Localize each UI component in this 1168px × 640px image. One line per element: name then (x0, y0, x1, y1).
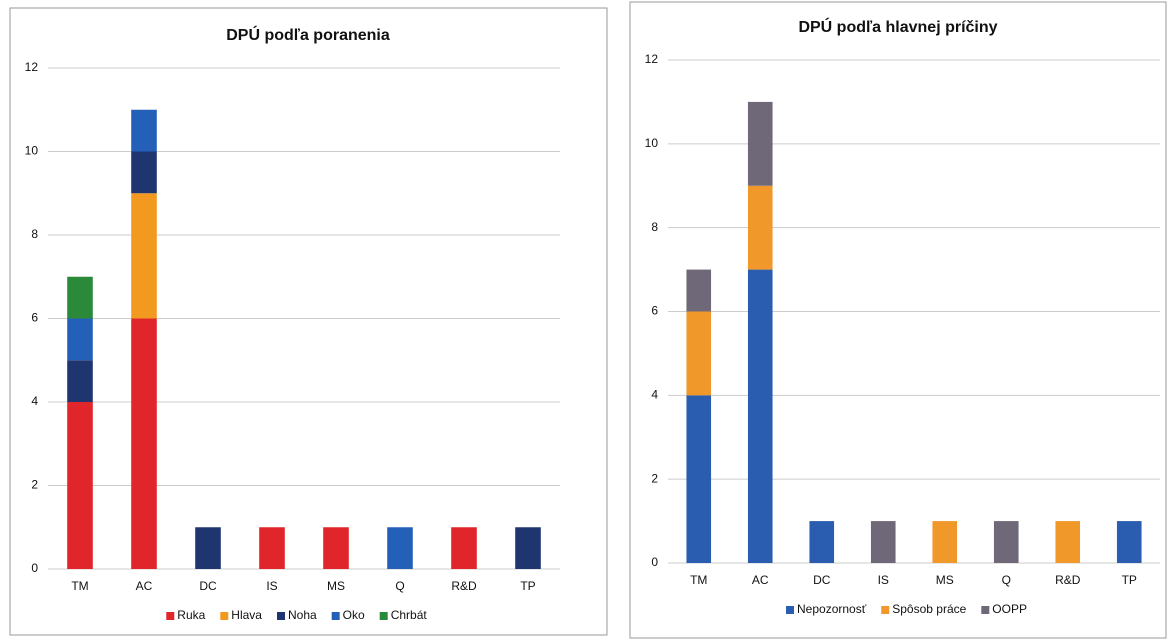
y-tick-label: 10 (25, 144, 39, 158)
x-tick-label: DC (199, 579, 217, 593)
bar-segment (747, 101, 773, 186)
chart-title: DPÚ podľa hlavnej príčiny (798, 17, 997, 36)
bar-segment (747, 269, 773, 563)
y-tick-label: 2 (651, 471, 658, 485)
x-tick-label: MS (936, 573, 954, 587)
x-tick-label: Q (1002, 573, 1011, 587)
legend-swatch (379, 612, 388, 620)
x-tick-label: TM (690, 573, 707, 587)
x-tick-label: AC (752, 573, 769, 587)
y-tick-label: 6 (651, 304, 658, 318)
legend-label: Noha (288, 608, 317, 622)
y-tick-label: 12 (645, 52, 659, 66)
bar-segment (932, 521, 958, 563)
bar-segment (323, 527, 349, 569)
bar-segment (67, 402, 93, 569)
legend-swatch (331, 612, 340, 620)
x-tick-label: AC (136, 579, 153, 593)
legend-label: Hlava (231, 608, 262, 622)
x-tick-label: TP (520, 579, 535, 593)
bar-segment (686, 269, 712, 312)
legend-swatch (220, 612, 229, 620)
chart-frame (9, 7, 608, 636)
bar-segment (1116, 521, 1142, 563)
legend-label: OOPP (992, 602, 1027, 616)
y-tick-label: 2 (31, 478, 38, 492)
y-tick-label: 0 (651, 555, 658, 569)
y-tick-label: 12 (25, 60, 39, 74)
bar-segment (387, 527, 413, 569)
bar-segment (131, 193, 157, 319)
bar-segment (67, 276, 93, 319)
x-tick-label: Q (395, 579, 404, 593)
x-tick-label: R&D (451, 579, 477, 593)
legend-label: Nepozornosť (797, 602, 867, 616)
legend-swatch (786, 606, 795, 614)
bar-segment (259, 527, 285, 569)
y-tick-label: 4 (31, 394, 38, 408)
bar-segment (67, 318, 93, 361)
bar-segment (515, 527, 541, 569)
y-tick-label: 4 (651, 388, 658, 402)
legend-label: Chrbát (391, 608, 428, 622)
bar-segment (195, 527, 221, 569)
x-tick-label: TM (71, 579, 88, 593)
bar-segment (67, 360, 93, 402)
bar-segment (686, 395, 712, 563)
x-tick-label: DC (813, 573, 831, 587)
legend-label: Oko (343, 608, 365, 622)
bar-segment (131, 151, 157, 194)
legend-swatch (981, 606, 990, 614)
y-tick-label: 0 (31, 561, 38, 575)
x-tick-label: TP (1122, 573, 1137, 587)
x-tick-label: IS (878, 573, 889, 587)
y-tick-label: 8 (31, 227, 38, 241)
y-tick-label: 10 (645, 136, 659, 150)
legend-label: Spôsob práce (892, 602, 966, 616)
bar-segment (1055, 521, 1081, 563)
bar-segment (451, 527, 477, 569)
x-tick-label: IS (266, 579, 277, 593)
bar-segment (686, 311, 712, 396)
y-tick-label: 6 (31, 311, 38, 325)
bar-segment (870, 521, 896, 563)
bar-segment (747, 185, 773, 270)
x-tick-label: R&D (1055, 573, 1081, 587)
bar-segment (131, 109, 157, 152)
chart-title: DPÚ podľa poranenia (226, 25, 390, 44)
legend-swatch (881, 606, 890, 614)
bar-segment (993, 521, 1019, 563)
legend-label: Ruka (177, 608, 205, 622)
y-tick-label: 8 (651, 220, 658, 234)
bar-segment (809, 521, 835, 563)
bar-segment (131, 318, 157, 569)
legend-swatch (166, 612, 175, 620)
legend-swatch (276, 612, 285, 620)
x-tick-label: MS (327, 579, 345, 593)
